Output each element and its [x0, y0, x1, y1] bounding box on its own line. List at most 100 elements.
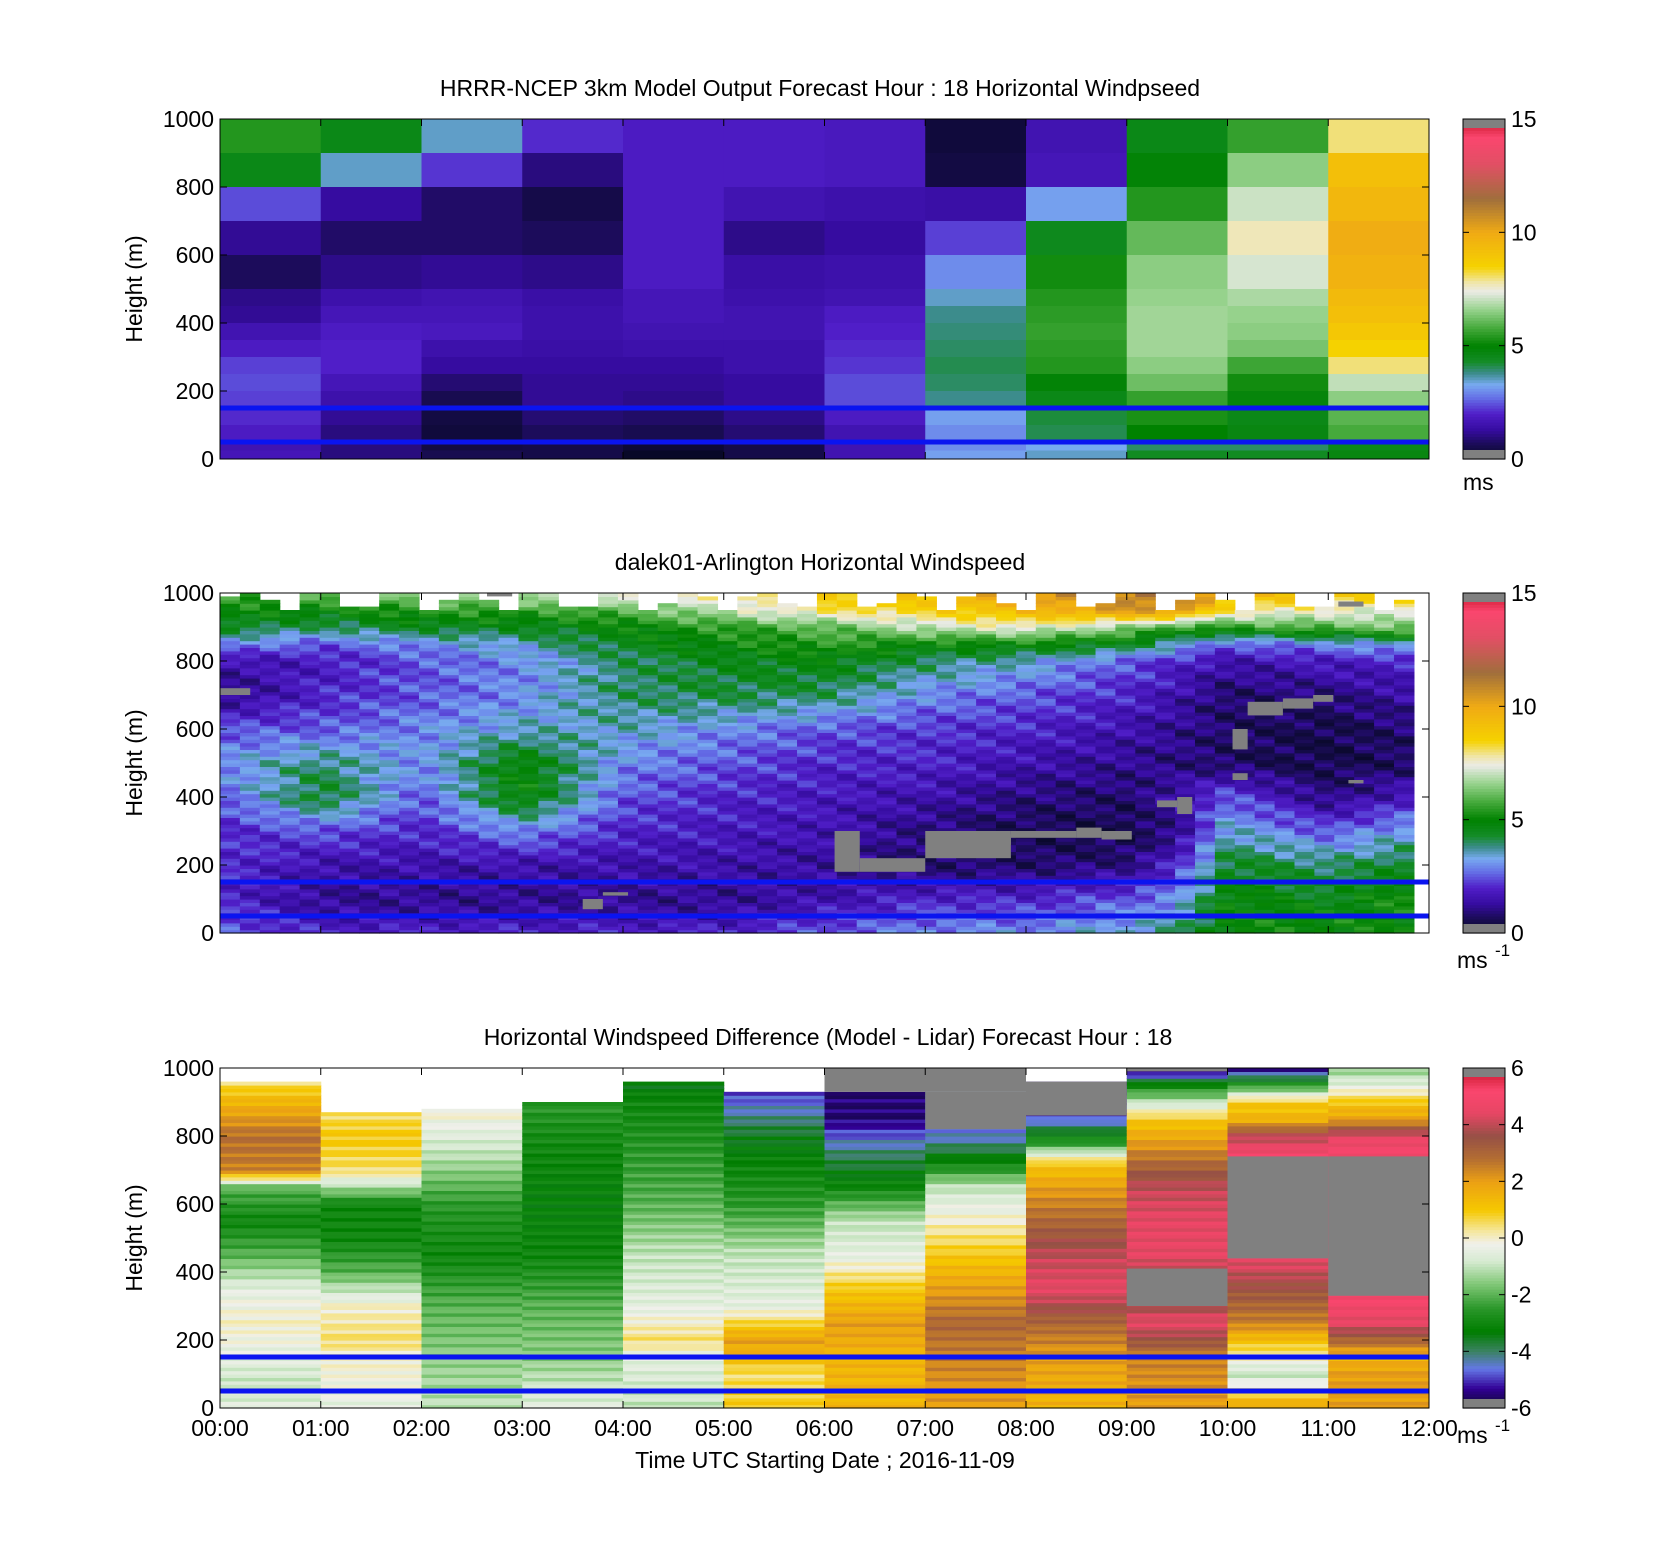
heatmap-cell [1055, 691, 1077, 696]
heatmap-cell [617, 752, 639, 757]
heatmap-cell [259, 871, 281, 876]
heatmap-cell [757, 647, 778, 652]
heatmap-cell [518, 616, 539, 621]
heatmap-cell [339, 616, 360, 621]
heatmap-cell [777, 841, 798, 846]
heatmap-cell [623, 442, 725, 451]
heatmap-cell [617, 854, 639, 859]
heatmap-cell [379, 616, 400, 621]
heatmap-cell [1095, 633, 1117, 638]
heatmap-cell [816, 766, 838, 771]
heatmap-cell [936, 803, 957, 808]
heatmap-cell [1227, 289, 1329, 307]
heatmap-cell [717, 725, 738, 730]
heatmap-cell [677, 868, 699, 873]
heatmap-cell [239, 841, 261, 846]
heatmap-cell [737, 715, 758, 720]
heatmap-cell [438, 841, 460, 846]
heatmap-cell [239, 746, 261, 750]
heatmap-cell [797, 763, 818, 767]
heatmap-cell [856, 633, 878, 638]
heatmap-cell [1015, 718, 1037, 723]
heatmap-cell [538, 650, 559, 655]
heatmap-cell [438, 865, 460, 869]
heatmap-cell [1015, 865, 1037, 869]
heatmap-cell [797, 909, 818, 914]
colorbar-swatch [1463, 206, 1505, 211]
heatmap-cell [239, 854, 261, 859]
heatmap-cell [1095, 783, 1117, 788]
heatmap-cell [1015, 627, 1037, 631]
heatmap-cell [538, 620, 559, 625]
heatmap-cell [836, 633, 858, 638]
heatmap-cell [816, 627, 838, 631]
heatmap-cell [677, 810, 699, 815]
heatmap-cell [916, 919, 937, 924]
heatmap-cell [558, 725, 579, 730]
heatmap-cell [399, 708, 420, 713]
heatmap-cell [598, 606, 619, 611]
heatmap-cell [637, 681, 659, 686]
heatmap-cell [856, 841, 878, 846]
heatmap-cell [637, 725, 659, 730]
heatmap-cell [220, 746, 241, 750]
heatmap-cell [697, 773, 719, 778]
heatmap-cell [598, 773, 619, 778]
heatmap-cell [558, 834, 579, 839]
heatmap-cell [1135, 593, 1156, 597]
heatmap-cell [936, 817, 957, 822]
heatmap-cell [399, 620, 420, 625]
heatmap-cell [1035, 922, 1057, 927]
heatmap-cell [418, 698, 440, 703]
heatmap-cell [418, 793, 440, 798]
heatmap-cell [637, 749, 659, 754]
heatmap-cell [996, 905, 1017, 910]
heatmap-cell [1115, 681, 1136, 686]
heatmap-cell [359, 851, 380, 856]
heatmap-cell [359, 905, 380, 910]
heatmap-cell [896, 786, 918, 791]
heatmap-cell [976, 630, 997, 635]
colorbar-swatch [1463, 359, 1505, 364]
heatmap-cell [657, 885, 679, 890]
heatmap-cell [976, 712, 997, 716]
heatmap-cell [418, 888, 440, 893]
heatmap-cell [976, 800, 997, 805]
heatmap-cell [657, 735, 679, 740]
heatmap-cell [856, 695, 878, 699]
heatmap-cell [339, 858, 360, 863]
heatmap-cell [876, 695, 898, 699]
heatmap-cell [637, 664, 659, 669]
heatmap-cell [518, 684, 539, 689]
heatmap-cell [1135, 718, 1156, 723]
heatmap-cell [498, 827, 520, 832]
heatmap-cell [399, 803, 420, 808]
heatmap-cell [936, 742, 957, 747]
heatmap-cell [478, 844, 500, 849]
heatmap-cell [339, 909, 360, 914]
heatmap-cell [1075, 633, 1097, 638]
heatmap-cell [478, 786, 500, 791]
heatmap-cell [816, 824, 838, 829]
heatmap-cell [399, 888, 420, 893]
heatmap-cell [379, 718, 400, 723]
heatmap-cell [836, 746, 858, 750]
heatmap-cell [399, 674, 420, 679]
heatmap-cell [1075, 701, 1097, 706]
heatmap-cell [1055, 763, 1077, 767]
heatmap-cell [438, 922, 460, 927]
heatmap-cell [359, 701, 380, 706]
heatmap-cell [239, 824, 261, 829]
heatmap-cell [816, 769, 838, 774]
heatmap-cell [359, 790, 380, 795]
heatmap-cell [558, 712, 579, 716]
heatmap-cell [538, 865, 559, 869]
heatmap-cell [936, 701, 957, 706]
heatmap-cell [319, 620, 340, 625]
heatmap-cell [925, 408, 1027, 426]
heatmap-cell [319, 834, 340, 839]
heatmap-cell [757, 732, 778, 737]
heatmap-cell [239, 684, 261, 689]
heatmap-cell [617, 929, 639, 934]
heatmap-cell [896, 909, 918, 914]
